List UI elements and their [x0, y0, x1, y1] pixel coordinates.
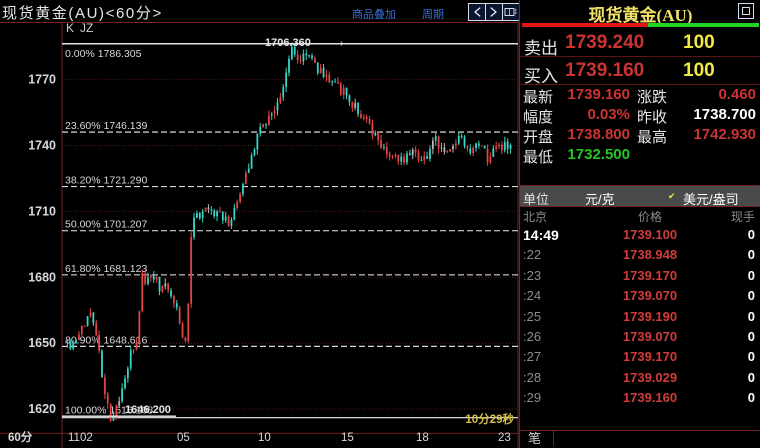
- svg-text:1650: 1650: [28, 336, 56, 350]
- svg-text:1740: 1740: [28, 139, 56, 153]
- svg-text:10: 10: [258, 432, 271, 444]
- svg-text:50.00% 1701.207: 50.00% 1701.207: [65, 219, 147, 231]
- svg-text:38.20% 1721.290: 38.20% 1721.290: [65, 175, 147, 187]
- svg-text:18: 18: [416, 432, 429, 444]
- svg-text:1710: 1710: [28, 204, 56, 218]
- svg-text:05: 05: [177, 432, 190, 444]
- svg-text:60分: 60分: [8, 430, 33, 444]
- svg-text:23.60% 1746.139: 23.60% 1746.139: [65, 120, 147, 132]
- svg-text:61.80% 1681.123: 61.80% 1681.123: [65, 263, 147, 275]
- svg-text:15: 15: [341, 432, 354, 444]
- svg-text:JZ: JZ: [80, 23, 93, 35]
- svg-text:1620: 1620: [28, 402, 56, 416]
- svg-text:80.90% 1648.616: 80.90% 1648.616: [65, 334, 147, 346]
- svg-text:1680: 1680: [28, 270, 56, 284]
- svg-text:0.00% 1786.305: 0.00% 1786.305: [65, 48, 142, 60]
- svg-text:1706.360: 1706.360: [265, 37, 311, 49]
- svg-text:1102: 1102: [68, 432, 93, 444]
- svg-text:1646.200: 1646.200: [125, 404, 171, 416]
- svg-text:K: K: [66, 23, 74, 35]
- svg-text:10分29秒: 10分29秒: [465, 412, 514, 426]
- svg-text:1770: 1770: [28, 73, 56, 87]
- svg-text:23: 23: [498, 432, 511, 444]
- svg-text:›: ›: [340, 38, 343, 49]
